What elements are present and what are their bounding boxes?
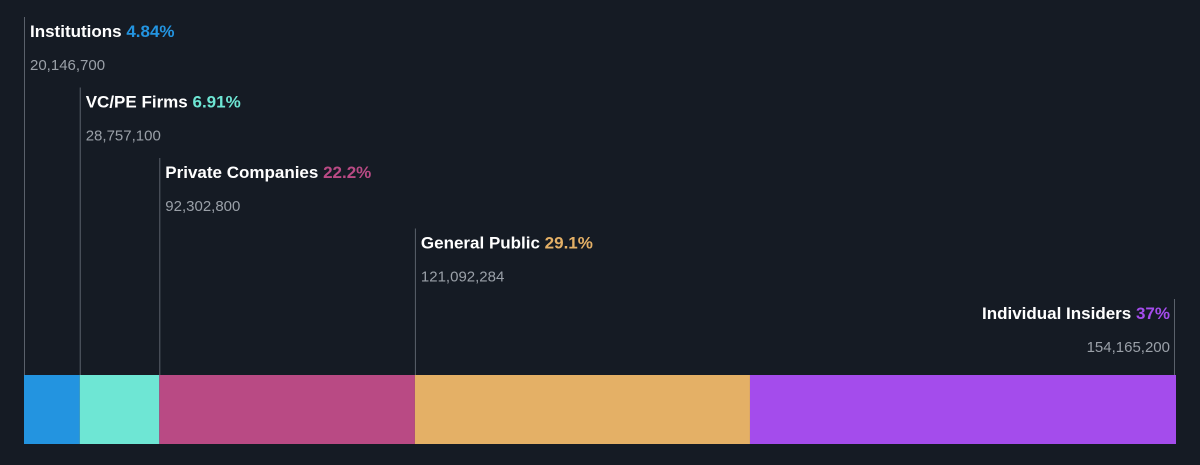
percent-label: 4.84% [126, 22, 174, 41]
percent-label: 37% [1136, 304, 1170, 323]
bar-segment-institutions [24, 375, 80, 444]
category-name: Private Companies [165, 163, 323, 182]
bar-segment-private-companies [159, 375, 415, 444]
share-count-institutions: 20,146,700 [30, 57, 105, 74]
share-count-vc-pe-firms: 28,757,100 [86, 128, 161, 145]
share-count-general-public: 121,092,284 [421, 269, 504, 286]
percent-label: 6.91% [192, 93, 240, 112]
leader-lines [24, 17, 1175, 375]
segment-label-general-public: General Public 29.1% [421, 234, 593, 253]
category-name: VC/PE Firms [86, 93, 193, 112]
segment-label-individual-insiders: Individual Insiders 37% [982, 304, 1170, 323]
segment-label-institutions: Institutions 4.84% [30, 22, 175, 41]
segment-labels: Institutions 4.84% 20,146,700 VC/PE Firms … [30, 22, 1170, 356]
category-name: General Public [421, 234, 545, 253]
category-name: Institutions [30, 22, 126, 41]
segment-label-private-companies: Private Companies 22.2% [165, 163, 371, 182]
share-count-individual-insiders: 154,165,200 [1087, 339, 1170, 356]
share-count-private-companies: 92,302,800 [165, 198, 240, 215]
bar-segment-individual-insiders [749, 375, 1176, 444]
bar-segment-general-public [414, 375, 750, 444]
bar-segment-vc-pe-firms [79, 375, 160, 444]
category-name: Individual Insiders [982, 304, 1136, 323]
percent-label: 22.2% [323, 163, 371, 182]
percent-label: 29.1% [545, 234, 593, 253]
stacked-bar [24, 375, 1176, 444]
segment-label-vc-pe-firms: VC/PE Firms 6.91% [86, 93, 241, 112]
